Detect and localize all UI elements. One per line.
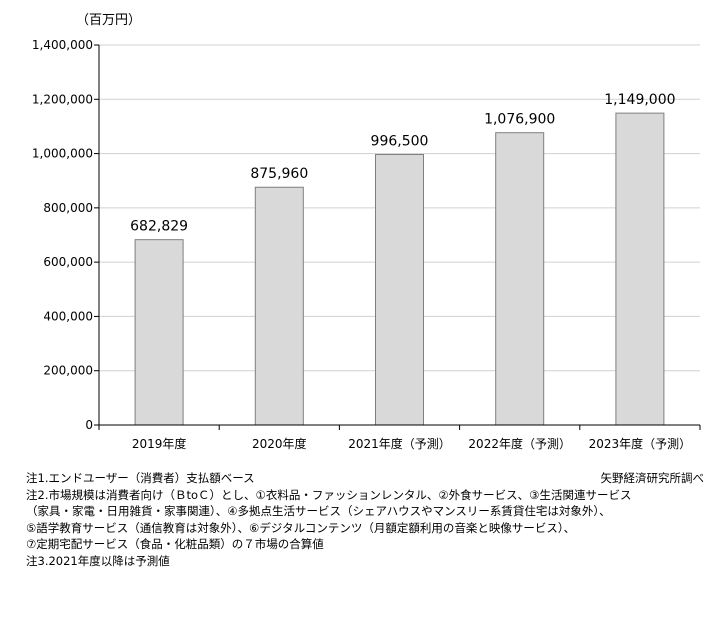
x-tick-label: 2021年度（予測） <box>348 436 451 451</box>
y-tick-label: 200,000 <box>43 364 93 378</box>
footnote-line: ⑤語学教育サービス（通信教育は対象外）、⑥デジタルコンテンツ（月額定額利用の音楽… <box>26 520 576 535</box>
data-labels: 682,829 875,960 996,500 1,076,900 1,149,000 <box>130 92 675 235</box>
footnotes: 注1.エンドユーザー（消費者）支払額ベース 注2.市場規模は消費者向け（ＢtoＣ… <box>26 470 631 569</box>
source-credit: 矢野経済研究所調べ <box>600 471 705 485</box>
bar <box>615 112 665 426</box>
bar <box>495 132 545 426</box>
bar <box>134 239 184 426</box>
data-label: 1,076,900 <box>484 112 555 128</box>
footnote-line: （家具・家電・日用雑貨・家事関連）、④多拠点生活サービス（シェアハウスやマンスリ… <box>26 504 611 518</box>
data-label: 875,960 <box>250 166 308 182</box>
x-tick-label: 2020年度 <box>252 436 307 451</box>
bar <box>254 186 304 426</box>
y-tick-label: 400,000 <box>43 309 93 323</box>
bar-chart: 0 200,000 400,000 600,000 800,000 1,000,000 1,… <box>32 38 701 451</box>
y-tick-label: 1,000,000 <box>32 147 93 161</box>
y-axis-unit-label: （百万円） <box>76 13 142 28</box>
bar <box>375 154 424 426</box>
y-tick-label: 0 <box>85 418 93 432</box>
x-tick-label: 2022年度（予測） <box>468 436 571 451</box>
y-tick-label: 1,400,000 <box>32 38 93 52</box>
y-tick-label: 600,000 <box>43 255 93 269</box>
x-axis-ticks: 2019年度 2020年度 2021年度（予測） 2022年度（予測） 2023年度（予… <box>98 425 701 451</box>
footnote-line: 注3.2021年度以降は予測値 <box>26 553 170 568</box>
footnote-line: 注1.エンドユーザー（消費者）支払額ベース <box>26 471 255 485</box>
data-label: 996,500 <box>371 134 429 150</box>
bars <box>134 112 665 426</box>
data-label: 682,829 <box>130 219 188 235</box>
y-axis-ticks: 0 200,000 400,000 600,000 800,000 1,000,000 1,… <box>32 38 99 432</box>
data-label: 1,149,000 <box>604 92 675 108</box>
x-tick-label: 2023年度（予測） <box>589 436 692 451</box>
footnote-line: ⑦定期宅配サービス（食品・化粧品類）の７市場の合算値 <box>26 537 324 551</box>
y-tick-label: 1,200,000 <box>32 92 93 106</box>
footnote-line: 注2.市場規模は消費者向け（ＢtoＣ）とし、①衣料品・ファッションレンタル、②外… <box>26 487 632 502</box>
x-tick-label: 2019年度 <box>132 436 187 451</box>
y-tick-label: 800,000 <box>43 201 93 215</box>
